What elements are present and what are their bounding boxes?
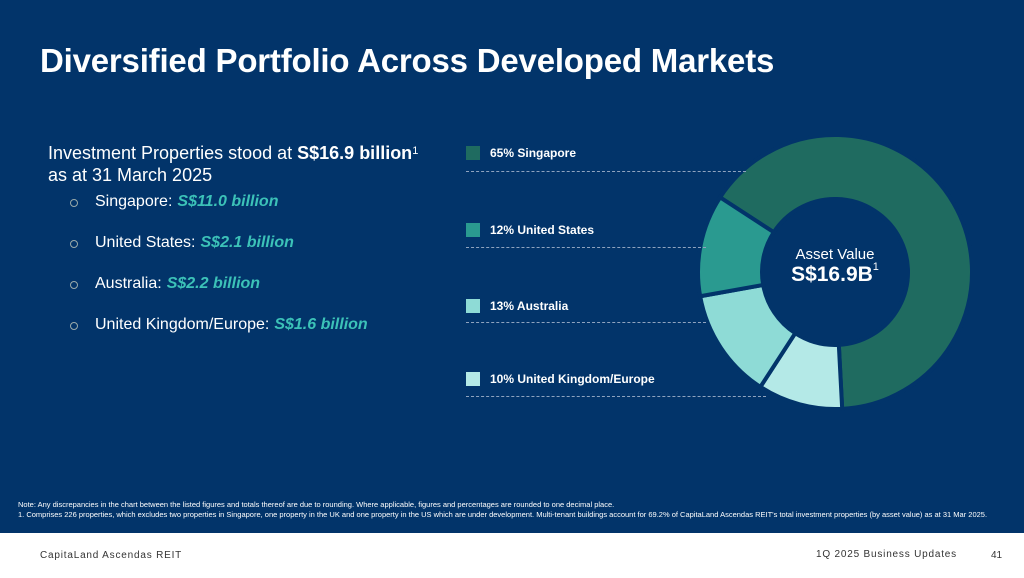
- bullet-item: United Kingdom/Europe: S$1.6 billion: [70, 316, 368, 357]
- legend-item-uk-europe: 10% United Kingdom/Europe: [466, 372, 655, 386]
- legend-divider: [466, 171, 746, 172]
- note-text: Note: Any discrepancies in the chart bet…: [18, 500, 615, 509]
- intro-amount: S$16.9 billion: [297, 143, 413, 163]
- legend-label: 12% United States: [490, 223, 595, 237]
- legend-divider: [466, 396, 766, 397]
- intro-text: Investment Properties stood at S$16.9 bi…: [48, 142, 468, 186]
- legend-label: 65% Singapore: [490, 146, 577, 160]
- donut-chart: [696, 133, 974, 411]
- bullet-icon: [70, 240, 78, 248]
- center-value-text: S$16.9B: [791, 263, 873, 286]
- footnote-1: 1. Comprises 226 properties, which exclu…: [18, 510, 988, 519]
- legend-item-australia: 13% Australia: [466, 299, 568, 313]
- donut-slice-united-states: [696, 194, 777, 299]
- legend-swatch: [466, 146, 480, 160]
- footer-title: 1Q 2025 Business Updates: [816, 549, 957, 560]
- bullet-item: Singapore: S$11.0 billion: [70, 193, 368, 234]
- legend-item-singapore: 65% Singapore: [466, 146, 576, 160]
- slide: Diversified Portfolio Across Developed M…: [0, 0, 1024, 533]
- footer-company: CapitaLand Ascendas REIT: [40, 550, 183, 561]
- bullet-label: United Kingdom/Europe:: [95, 316, 270, 333]
- legend-item-united-states: 12% United States: [466, 223, 594, 237]
- bullet-label: Singapore:: [95, 193, 173, 210]
- legend-swatch: [466, 372, 480, 386]
- donut-center-label: Asset Value S$16.9B1: [775, 246, 895, 287]
- bullet-icon: [70, 199, 78, 207]
- donut-slice-singapore: [717, 133, 974, 411]
- page-number: 41: [991, 550, 1003, 561]
- center-title: Asset Value: [795, 246, 875, 263]
- slide-title: Diversified Portfolio Across Developed M…: [40, 42, 775, 79]
- legend-swatch: [466, 299, 480, 313]
- center-footnote-ref: 1: [872, 261, 879, 273]
- intro-suffix: as at 31 March 2025: [48, 165, 213, 185]
- bullet-item: United States: S$2.1 billion: [70, 234, 368, 275]
- bullet-label: Australia:: [95, 275, 162, 292]
- footnotes: Note: Any discrepancies in the chart bet…: [18, 500, 1013, 520]
- bullet-value: S$11.0 billion: [177, 193, 279, 210]
- intro-footnote-ref: 1: [412, 145, 419, 157]
- bullet-value: S$1.6 billion: [274, 316, 368, 333]
- legend-divider: [466, 247, 706, 248]
- legend-label: 13% Australia: [490, 299, 569, 313]
- intro-prefix: Investment Properties stood at: [48, 143, 298, 163]
- bullet-icon: [70, 322, 78, 330]
- bullet-item: Australia: S$2.2 billion: [70, 275, 368, 316]
- legend-divider: [466, 322, 706, 323]
- bullet-value: S$2.1 billion: [200, 234, 294, 251]
- bullet-list: Singapore: S$11.0 billion United States: S…: [70, 193, 368, 357]
- bullet-icon: [70, 281, 78, 289]
- bullet-label: United States:: [95, 234, 196, 251]
- legend-label: 10% United Kingdom/Europe: [490, 372, 655, 386]
- center-value: S$16.9B1: [775, 261, 895, 287]
- bullet-value: S$2.2 billion: [166, 275, 261, 292]
- legend-swatch: [466, 223, 480, 237]
